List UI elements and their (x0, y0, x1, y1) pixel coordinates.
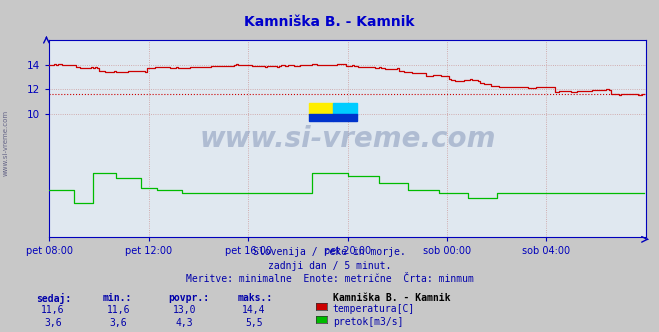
Text: sedaj:: sedaj: (36, 293, 71, 304)
Text: www.si-vreme.com: www.si-vreme.com (200, 124, 496, 153)
Text: maks.:: maks.: (237, 293, 272, 303)
Bar (309, 103, 333, 115)
Text: Kamniška B. - Kamnik: Kamniška B. - Kamnik (244, 15, 415, 29)
Text: povpr.:: povpr.: (168, 293, 209, 303)
Text: 13,0: 13,0 (173, 305, 196, 315)
Text: 3,6: 3,6 (44, 318, 61, 328)
Text: 11,6: 11,6 (41, 305, 65, 315)
Text: pretok[m3/s]: pretok[m3/s] (333, 317, 403, 327)
Text: Meritve: minimalne  Enote: metrične  Črta: minmum: Meritve: minimalne Enote: metrične Črta:… (186, 274, 473, 284)
Text: min.:: min.: (102, 293, 132, 303)
Text: 11,6: 11,6 (107, 305, 130, 315)
Bar (309, 114, 333, 121)
Text: 4,3: 4,3 (176, 318, 193, 328)
Text: temperatura[C]: temperatura[C] (333, 304, 415, 314)
Text: 5,5: 5,5 (245, 318, 262, 328)
Text: Slovenija / reke in morje.: Slovenija / reke in morje. (253, 247, 406, 257)
Text: 3,6: 3,6 (110, 318, 127, 328)
Text: Kamniška B. - Kamnik: Kamniška B. - Kamnik (333, 293, 450, 303)
Bar (333, 103, 357, 115)
Text: zadnji dan / 5 minut.: zadnji dan / 5 minut. (268, 261, 391, 271)
Text: www.si-vreme.com: www.si-vreme.com (2, 110, 9, 176)
Text: 14,4: 14,4 (242, 305, 266, 315)
Bar (333, 114, 357, 121)
